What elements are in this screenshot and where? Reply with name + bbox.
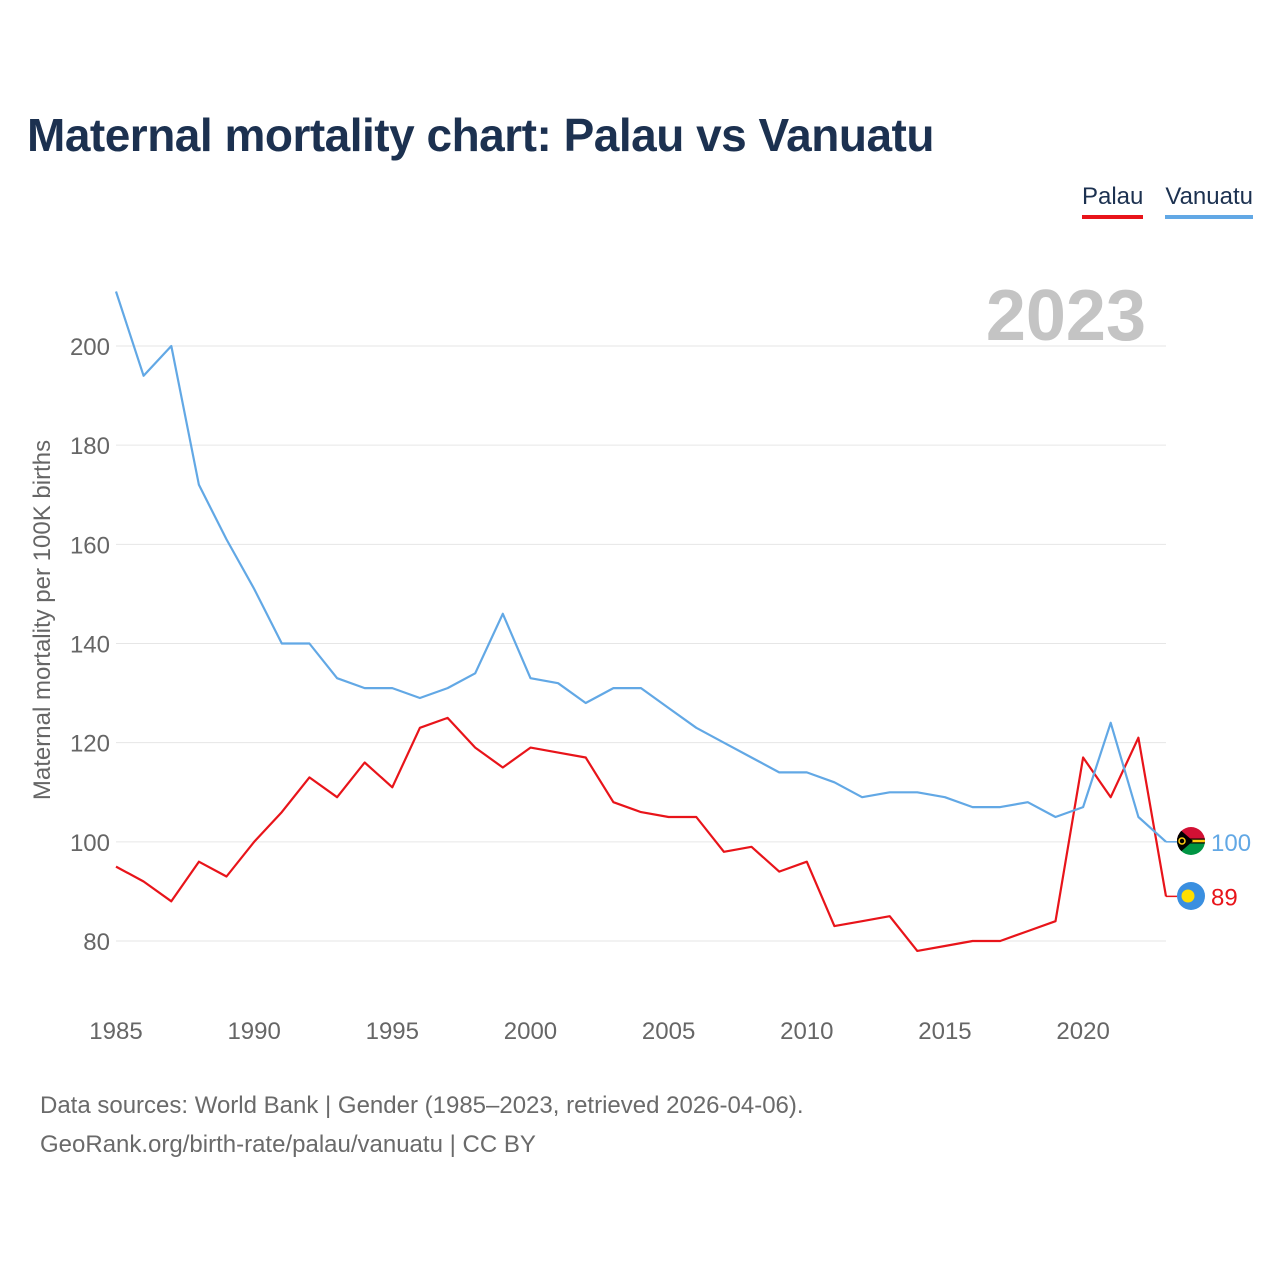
palau-flag-icon	[1177, 882, 1205, 910]
series-line-vanuatu[interactable]	[114, 291, 1167, 843]
y-tick-label: 80	[83, 929, 110, 956]
chart-title: Maternal mortality chart: Palau vs Vanua…	[27, 109, 934, 161]
year-overlay: 2023	[986, 276, 1146, 356]
y-tick-label: 180	[70, 433, 110, 460]
x-tick-label: 2000	[504, 1018, 557, 1045]
x-tick-label: 1985	[89, 1018, 142, 1045]
series-line-palau[interactable]	[115, 716, 1168, 953]
y-axis-label: Maternal mortality per 100K births	[29, 440, 56, 800]
end-markers: 89 100	[1166, 830, 1251, 911]
x-tick-label: 2005	[642, 1018, 695, 1045]
y-tick-label: 100	[70, 830, 110, 857]
series-lines	[114, 291, 1168, 953]
end-label-vanuatu: 100	[1211, 830, 1251, 857]
y-tick-label: 120	[70, 731, 110, 758]
end-label-palau: 89	[1211, 884, 1238, 911]
x-tick-label: 2010	[780, 1018, 833, 1045]
gridlines	[116, 345, 1166, 942]
x-axis-ticks: 1985 1990 1995 2000 2005 2010 2015 2020	[89, 1018, 1109, 1045]
legend-item-palau[interactable]: Palau	[1081, 183, 1144, 219]
y-tick-label: 160	[70, 532, 110, 559]
vanuatu-flag-icon	[1177, 827, 1205, 855]
x-tick-label: 2020	[1056, 1018, 1109, 1045]
source-line-1: Data sources: World Bank | Gender (1985–…	[40, 1092, 804, 1119]
y-tick-label: 200	[70, 334, 110, 361]
x-tick-label: 1995	[366, 1018, 419, 1045]
x-tick-label: 1990	[227, 1018, 280, 1045]
legend-item-vanuatu[interactable]: Vanuatu	[1165, 183, 1253, 219]
source-line-2[interactable]: GeoRank.org/birth-rate/palau/vanuatu | C…	[40, 1131, 536, 1158]
x-tick-label: 2015	[918, 1018, 971, 1045]
legend: Palau Vanuatu	[1081, 183, 1253, 219]
source-notes: Data sources: World Bank | Gender (1985–…	[40, 1086, 804, 1164]
line-chart: 2023 80 100 120 140 160 180 200 1985 1990 1995 20…	[29, 276, 1251, 1045]
y-axis-ticks: 80 100 120 140 160 180 200	[70, 334, 110, 956]
y-tick-label: 140	[70, 632, 110, 659]
